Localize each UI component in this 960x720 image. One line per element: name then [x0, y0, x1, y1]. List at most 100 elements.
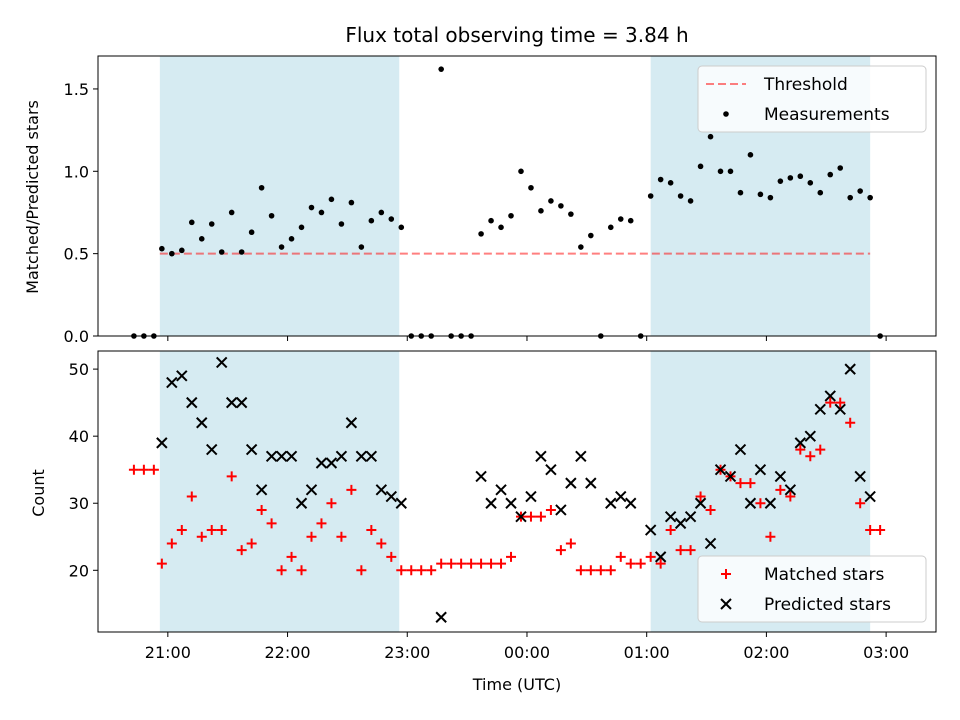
matched-star-point	[446, 558, 457, 569]
matched-star-point	[396, 565, 407, 576]
matched-star-point	[326, 498, 337, 509]
measurement-point	[588, 232, 594, 239]
predicted-star-point	[654, 551, 667, 563]
matched-star-point	[845, 417, 856, 428]
predicted-star-point	[844, 363, 856, 375]
predicted-star-point	[435, 611, 447, 623]
matched-star-point	[128, 464, 139, 475]
measurement-point	[857, 188, 863, 194]
measurement-point	[578, 244, 584, 250]
measurement-point	[188, 219, 195, 226]
measurement-point	[438, 66, 444, 72]
predicted-star-point	[774, 470, 787, 483]
measurement-point	[298, 224, 305, 231]
measurement-point	[508, 212, 514, 219]
measurement-point	[568, 211, 574, 217]
y-tick-label: 0.0	[64, 327, 89, 346]
matched-star-point	[466, 558, 477, 569]
top-series	[131, 66, 883, 339]
predicted-star-point	[206, 443, 218, 456]
matched-star-point	[426, 565, 437, 576]
y-tick-label: 1.5	[64, 80, 89, 99]
predicted-star-point	[186, 396, 198, 409]
matched-star-point	[655, 558, 666, 569]
predicted-star-point	[684, 510, 697, 523]
predicted-star-point	[215, 356, 228, 369]
matched-star-point	[166, 538, 177, 549]
measurement-point	[717, 168, 724, 175]
predicted-star-point	[565, 477, 577, 489]
measurement-point	[737, 189, 744, 196]
predicted-star-point	[545, 463, 557, 476]
matched-star-point	[785, 491, 796, 502]
x-tick-label: 03:00	[863, 643, 909, 662]
x-tick-label: 22:00	[264, 643, 310, 662]
matched-star-point	[486, 558, 497, 569]
measurement-point	[817, 189, 824, 196]
predicted-star-point	[525, 490, 537, 503]
matched-star-point	[376, 538, 387, 549]
matched-star-point	[256, 504, 267, 515]
matched-star-point	[138, 464, 149, 475]
predicted-star-point	[285, 450, 298, 462]
measurement-point	[208, 221, 215, 227]
legend-box	[697, 65, 927, 133]
measurement-point	[707, 133, 714, 140]
x-axis-label: Time (UTC)	[472, 675, 561, 694]
bottom-axes-frame	[97, 350, 937, 633]
measurement-point	[348, 199, 355, 206]
measurement-point	[338, 221, 345, 227]
predicted-star-point	[495, 484, 507, 496]
matched-star-point	[565, 538, 576, 549]
top-axes-frame	[97, 55, 937, 337]
measurement-point	[687, 198, 694, 204]
predicted-star-point	[385, 490, 398, 503]
predicted-star-point	[345, 417, 358, 429]
predicted-star-point	[714, 463, 727, 476]
predicted-star-point	[674, 517, 687, 530]
matched-star-point	[795, 444, 806, 455]
matched-star-point	[356, 565, 367, 576]
matched-star-point	[705, 504, 716, 515]
predicted-star-point	[485, 497, 497, 509]
measurement-point	[358, 244, 365, 250]
predicted-star-point	[605, 497, 617, 509]
matched-star-point	[456, 558, 467, 569]
matched-star-point	[605, 565, 616, 576]
measurement-point	[388, 216, 395, 222]
legend-predicted-marker	[720, 598, 732, 610]
predicted-star-point	[664, 510, 677, 523]
measurement-point	[827, 171, 834, 178]
matched-star-point	[855, 498, 866, 509]
measurement-point	[498, 224, 504, 231]
top-y-axis-label: Matched/Predicted stars	[23, 100, 42, 294]
legend-label: Matched stars	[764, 565, 884, 585]
matched-star-point	[635, 558, 646, 569]
measurement-point	[617, 216, 624, 222]
top-y-axis: 0.0 0.5 1.0 1.5	[64, 80, 98, 346]
matched-star-point	[695, 491, 706, 502]
predicted-star-point	[644, 524, 657, 536]
predicted-star-point	[535, 450, 547, 462]
measurement-point	[368, 217, 375, 224]
measurement-point	[308, 204, 315, 211]
measurement-point	[488, 217, 494, 224]
matched-star-point	[416, 565, 427, 576]
predicted-star-point	[156, 437, 168, 449]
y-tick-label: 50	[69, 360, 89, 379]
matched-star-point	[336, 531, 347, 542]
matched-star-point	[316, 518, 327, 529]
bottom-y-axis-label: Count	[29, 469, 48, 517]
predicted-star-point	[365, 450, 378, 462]
x-tick-label: 21:00	[145, 643, 191, 662]
predicted-star-point	[615, 490, 627, 503]
predicted-star-point	[784, 484, 797, 496]
predicted-star-point	[754, 463, 767, 476]
predicted-star-point	[375, 484, 388, 496]
measurement-point	[268, 212, 275, 219]
predicted-star-point	[625, 497, 637, 509]
matched-star-point	[296, 565, 307, 576]
predicted-star-point	[355, 450, 368, 462]
measurement-point	[767, 194, 774, 201]
